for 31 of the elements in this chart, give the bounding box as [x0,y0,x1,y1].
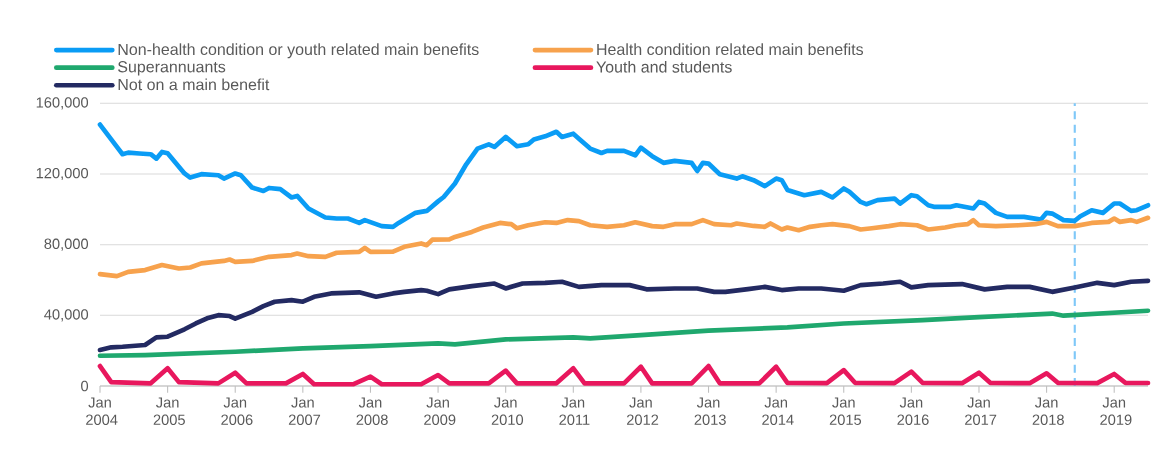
x-tick-label: Jan 2008 [356,397,388,425]
y-tick-label: 160,000 [36,97,89,110]
line-series [97,308,1151,359]
x-tick-label: Jan 2016 [897,397,929,425]
x-tick-label: Jan 2018 [1032,397,1064,425]
y-tick-label: 0 [81,380,89,392]
x-tick-label: Jan 2010 [491,397,524,425]
x-tick-label: Jan 2012 [626,397,659,425]
x-tick-label: Jan 2009 [424,397,456,425]
x-tick-label: Jan 2019 [1100,397,1132,425]
x-tick-label: Jan 2007 [288,397,321,425]
x-tick-label: Jan 2004 [86,397,118,425]
line-series [97,278,1151,353]
legend-label: Not on a main benefit [118,78,270,91]
x-tick-label: Jan 2014 [762,397,794,425]
line-series [97,363,1151,387]
legend-label: Superannuants [118,61,226,76]
x-tick-label: Jan 2015 [829,397,862,425]
x-tick-label: Jan 2011 [559,397,590,425]
legend-label: Non-health condition or youth related main benefits [118,43,479,59]
y-tick-label: 120,000 [36,167,89,181]
x-tick-label: Jan 2013 [694,397,726,425]
legend-label: Youth and students [596,60,732,73]
x-tick-label: Jan 2006 [221,397,253,425]
line-series [97,122,1151,230]
y-tick-label: 40,000 [44,309,89,322]
x-tick-label: Jan 2017 [965,397,997,425]
x-tick-label: Jan 2005 [153,397,185,425]
legend-label: Health condition related main benefits [597,43,864,56]
line-series [97,215,1151,279]
y-tick-label: 80,000 [44,238,89,251]
